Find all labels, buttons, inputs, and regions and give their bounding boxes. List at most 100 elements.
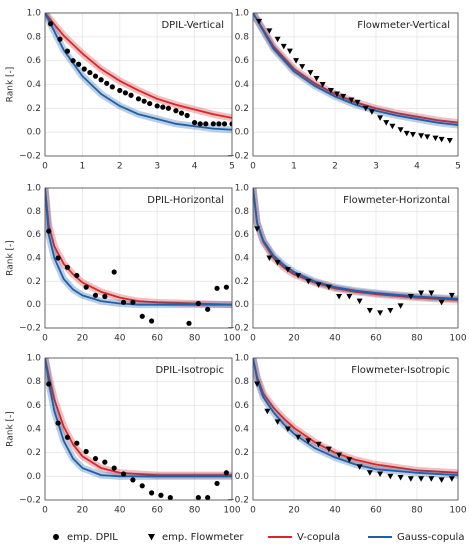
point	[147, 100, 153, 107]
point	[197, 121, 203, 127]
point	[81, 66, 87, 72]
x-tick-label: 100	[449, 334, 466, 344]
point	[438, 299, 445, 306]
y-tick-label: 0.4	[27, 80, 42, 90]
y-tick-label: 0.8	[27, 377, 42, 387]
y-tick-label: 0.0	[27, 128, 42, 138]
plot-frame	[44, 12, 233, 157]
x-tick-label: 20	[288, 506, 300, 516]
point	[356, 298, 363, 305]
y-tick-label: 0.8	[235, 377, 250, 387]
plot-content	[253, 13, 458, 144]
plot-content	[253, 358, 458, 483]
point	[104, 80, 110, 86]
point	[403, 130, 410, 137]
point	[92, 292, 99, 298]
x-tick-label: 100	[223, 334, 240, 344]
point	[325, 284, 332, 291]
point	[377, 471, 384, 477]
point	[319, 82, 326, 88]
point	[130, 477, 136, 483]
x-tick-label: 40	[114, 506, 126, 516]
x-tick-label: 2	[332, 162, 338, 172]
point	[428, 290, 435, 296]
y-tick-label: 0.4	[235, 80, 250, 90]
y-tick-label: 0.0	[235, 128, 250, 138]
y-tick-label: 0.4	[27, 425, 42, 435]
legend: emp. DPIL emp. Flowmeter V-copula Gauss-cop…	[53, 532, 464, 543]
y-axis-label: Rank [-]	[6, 411, 16, 447]
x-tick-label: 0	[250, 506, 256, 516]
y-tick-label: 1.0	[27, 9, 42, 19]
point	[216, 121, 222, 127]
point	[387, 473, 394, 480]
point	[307, 70, 314, 76]
y-tick-label: 0.6	[235, 230, 250, 240]
y-tick-label: 0.2	[27, 448, 41, 458]
y-tick-label: 0.6	[27, 401, 42, 411]
y-tick-label: −0.2	[19, 496, 41, 506]
point	[418, 290, 425, 296]
point	[48, 21, 54, 27]
y-tick-label: 0.6	[27, 230, 42, 240]
point	[102, 293, 108, 300]
point	[448, 476, 455, 482]
panel-title: Flowmeter-Horizontal	[343, 195, 450, 206]
x-tick-label: 0	[250, 334, 256, 344]
point	[109, 84, 115, 90]
point	[446, 138, 453, 144]
point	[274, 36, 281, 43]
panel: −0.2 0.0 0.2 0.4 0.6 0.8 1.0 0 1 2 3 4 5 DPIL-Vertica…	[6, 9, 235, 172]
panel-title: Flowmeter-Vertical	[357, 20, 450, 31]
point	[184, 112, 190, 119]
point	[327, 87, 334, 94]
point	[70, 58, 76, 64]
curve	[45, 13, 232, 119]
point	[139, 313, 145, 319]
x-tick-label: 60	[151, 334, 163, 344]
y-tick-label: 0.2	[235, 104, 249, 114]
point	[76, 61, 82, 67]
x-tick-label: 60	[370, 334, 382, 344]
point	[117, 87, 123, 94]
y-tick-label: 0.8	[235, 32, 250, 42]
point	[286, 48, 293, 55]
point	[315, 441, 322, 448]
y-tick-label: 0.0	[235, 300, 250, 310]
y-tick-label: −0.2	[227, 324, 249, 334]
plot-content	[45, 188, 232, 326]
point	[74, 440, 80, 446]
point	[128, 92, 134, 98]
x-tick-label: 80	[189, 506, 201, 516]
point	[284, 267, 291, 273]
point	[438, 136, 445, 143]
point	[362, 105, 369, 112]
point	[83, 284, 89, 290]
y-tick-label: 0.0	[235, 472, 250, 482]
x-tick-label: 60	[370, 506, 382, 516]
point	[264, 408, 271, 415]
point	[111, 465, 117, 471]
legend-marker	[53, 534, 59, 540]
y-tick-label: 1.0	[235, 354, 250, 364]
point	[336, 294, 343, 300]
panel-title: DPIL-Vertical	[161, 20, 224, 31]
legend-label: Gauss-copula	[397, 532, 464, 543]
x-tick-label: 5	[229, 162, 235, 172]
plot-frame	[252, 357, 459, 501]
point	[55, 420, 61, 426]
x-tick-label: 3	[373, 162, 379, 172]
y-tick-label: 0.2	[235, 448, 249, 458]
legend-marker	[148, 534, 155, 541]
point	[407, 476, 414, 482]
point	[55, 255, 61, 261]
plot-frame	[252, 12, 459, 157]
point	[223, 284, 229, 290]
point	[266, 255, 273, 261]
point	[64, 48, 71, 54]
y-tick-label: 0.0	[27, 472, 42, 482]
point	[407, 294, 414, 300]
point	[274, 419, 281, 425]
y-tick-label: 0.0	[27, 300, 42, 310]
point	[205, 306, 211, 312]
